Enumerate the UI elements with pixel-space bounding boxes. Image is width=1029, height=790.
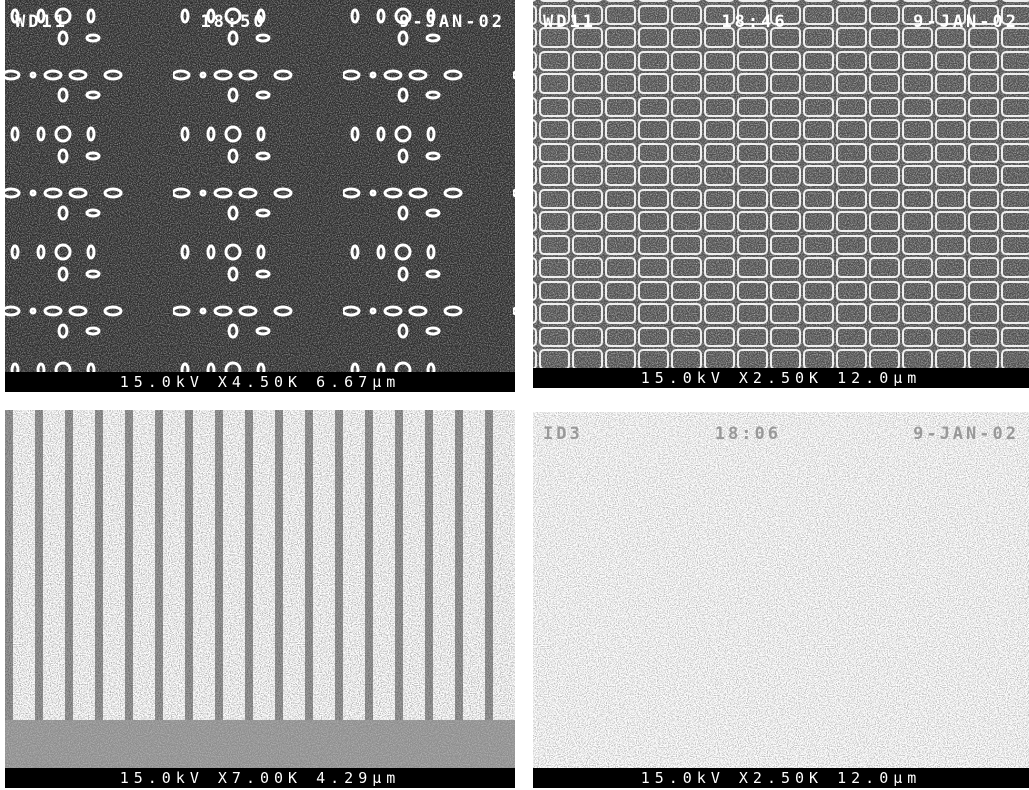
header: WD11 18:50 9-JAN-02 bbox=[15, 12, 505, 32]
header-text: WD11 bbox=[543, 12, 596, 32]
page: {"panels": [ {"header": ["WD11", "18:50"… bbox=[0, 0, 1029, 790]
header-text: 18:06 bbox=[715, 424, 781, 444]
header-text: 9-JAN-02 bbox=[913, 12, 1019, 32]
image bbox=[533, 0, 1029, 388]
header: ID3 18:06 9-JAN-02 bbox=[543, 424, 1019, 444]
micrograph: WD11 18:46 9-JAN-02 15.0kV X2.50K 12.0μm bbox=[533, 0, 1029, 388]
footer: 15.0kV X4.50K 6.67μm bbox=[5, 372, 515, 392]
footer: 15.0kV X2.50K 12.0μm bbox=[533, 768, 1029, 788]
header: WD11 18:46 9-JAN-02 bbox=[543, 12, 1019, 32]
header-text: 18:50 bbox=[200, 12, 266, 32]
header-text: 9-JAN-02 bbox=[913, 424, 1019, 444]
footer: 15.0kV X7.00K 4.29μm bbox=[5, 768, 515, 788]
micrograph: 15.0kV X7.00K 4.29μm bbox=[5, 410, 515, 788]
header-text: ID3 bbox=[543, 424, 583, 444]
header-text: 18:46 bbox=[721, 12, 787, 32]
micrograph: ID3 18:06 9-JAN-02 15.0kV X2.50K 12.0μm bbox=[533, 412, 1029, 788]
image bbox=[5, 0, 515, 392]
image bbox=[533, 412, 1029, 788]
micrograph: WD11 18:50 9-JAN-02 15.0kV X4.50K 6.67μm bbox=[5, 0, 515, 392]
footer: 15.0kV X2.50K 12.0μm bbox=[533, 368, 1029, 388]
image bbox=[5, 410, 515, 788]
header-text: WD11 bbox=[15, 12, 68, 32]
header-text: 9-JAN-02 bbox=[399, 12, 505, 32]
